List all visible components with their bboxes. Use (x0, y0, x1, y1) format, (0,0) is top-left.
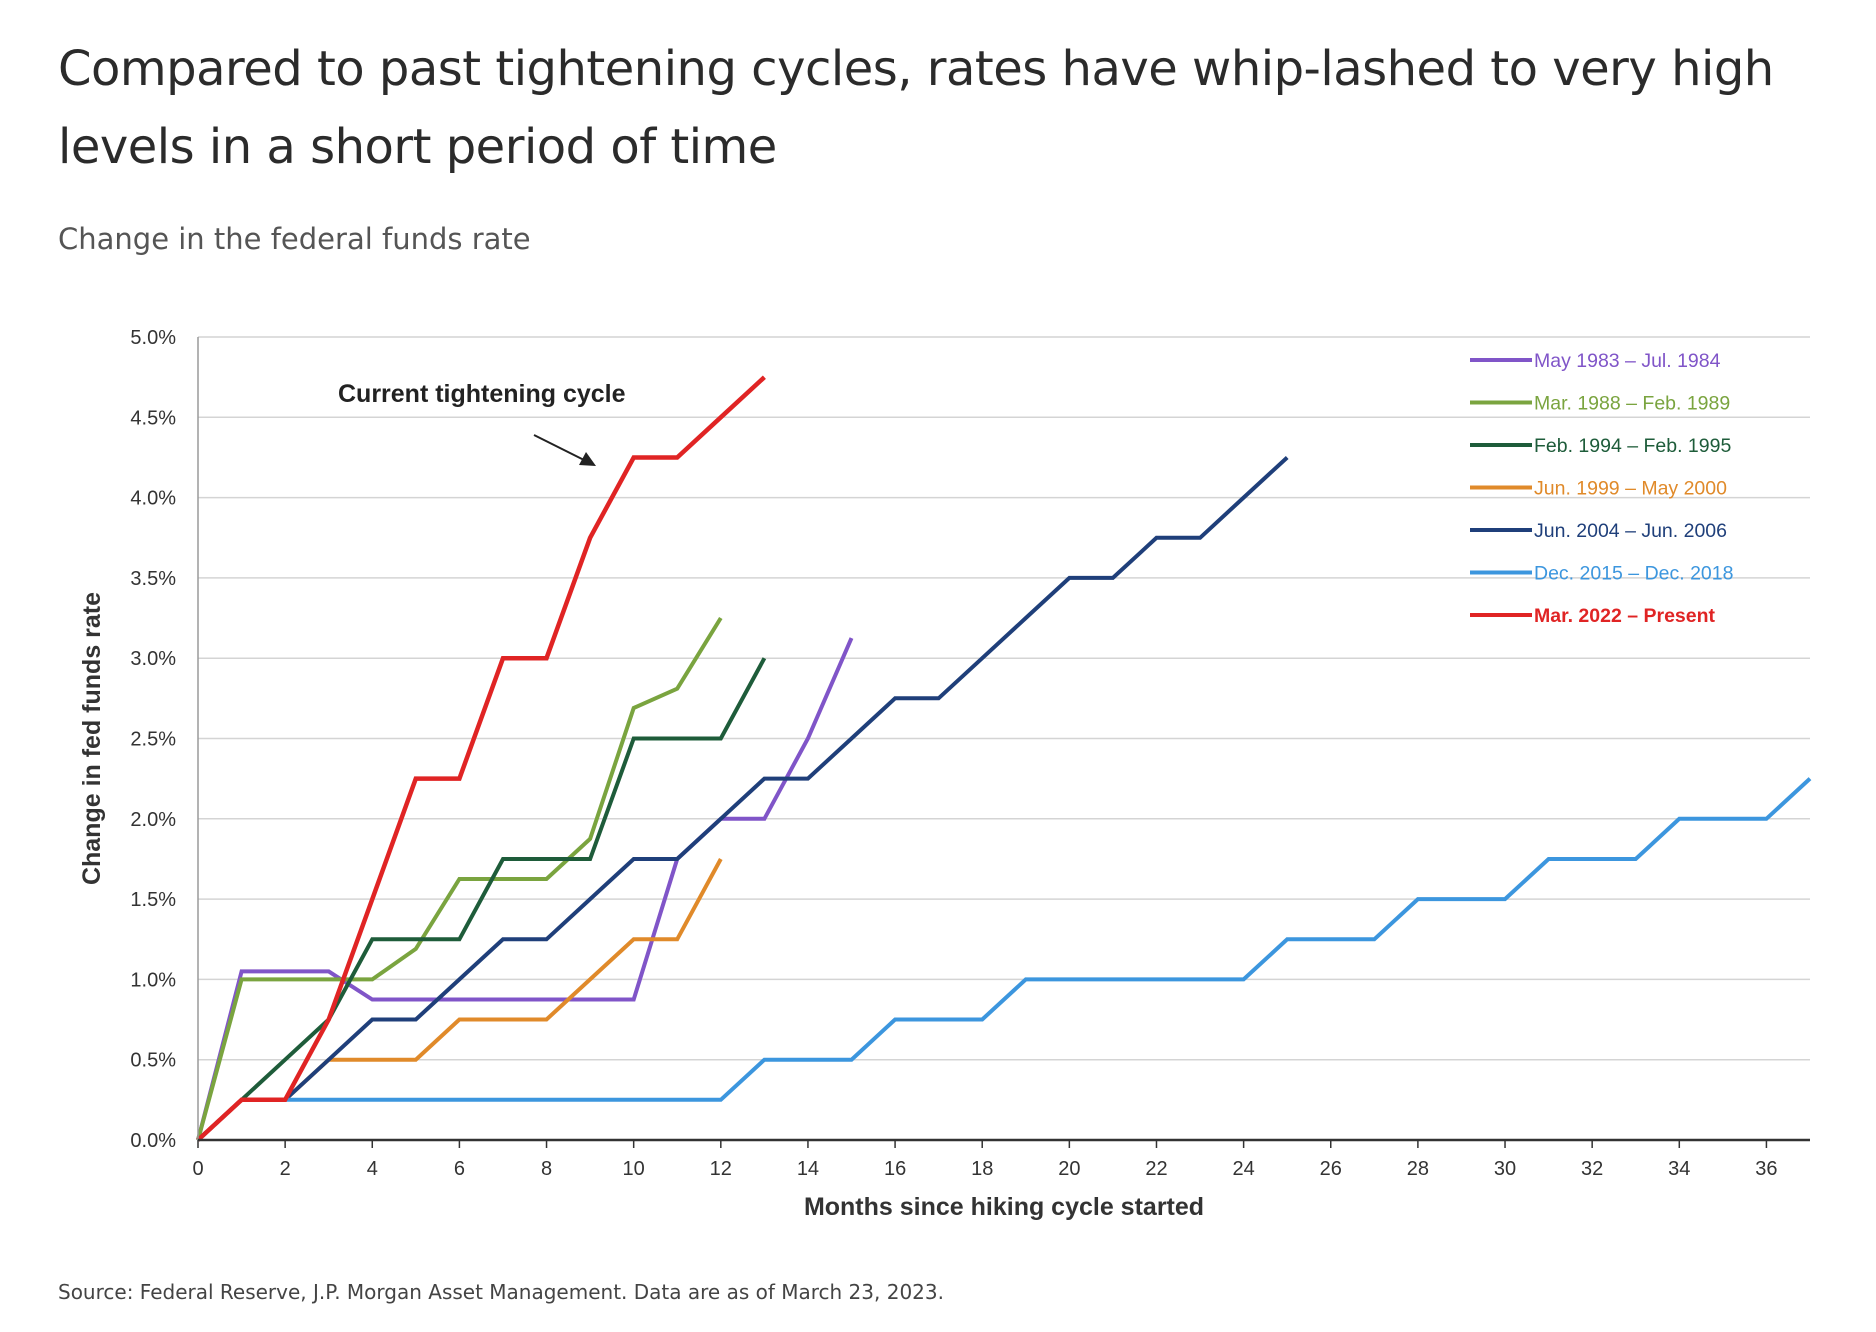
x-tick-label: 6 (454, 1158, 465, 1180)
x-tick-label: 32 (1581, 1158, 1603, 1180)
x-tick-label: 26 (1320, 1158, 1342, 1180)
x-tick-label: 22 (1145, 1158, 1167, 1180)
legend-label: May 1983 – Jul. 1984 (1534, 350, 1721, 372)
y-tick-label: 0.0% (130, 1130, 176, 1152)
legend-label: Feb. 1994 – Feb. 1995 (1534, 435, 1731, 457)
legend-label: Jun. 2004 – Jun. 2006 (1534, 520, 1727, 542)
x-tick-label: 34 (1668, 1158, 1690, 1180)
annotation-label: Current tightening cycle (338, 380, 626, 408)
gridlines (198, 336, 1810, 1061)
series-line-5 (196, 777, 1812, 1142)
y-axis-title: Change in fed funds rate (78, 592, 106, 885)
series-line-4 (196, 456, 1289, 1142)
x-tick-label: 14 (797, 1158, 819, 1180)
annotation-arrow (533, 434, 587, 462)
x-tick-label: 20 (1058, 1158, 1080, 1180)
x-tick-label: 0 (192, 1158, 203, 1180)
x-tick-label: 2 (280, 1158, 291, 1180)
annotation: Current tightening cycle (338, 380, 626, 466)
y-tick-label: 0.5% (130, 1050, 176, 1072)
x-tick-label: 12 (710, 1158, 732, 1180)
legend-label: Dec. 2015 – Dec. 2018 (1534, 563, 1733, 585)
x-tick-label: 10 (623, 1158, 645, 1180)
y-tick-label: 4.5% (130, 407, 176, 429)
x-tick-label: 28 (1407, 1158, 1429, 1180)
source-note: Source: Federal Reserve, J.P. Morgan Ass… (58, 1280, 944, 1304)
series-line-1 (196, 616, 723, 1141)
series-line-6 (196, 375, 766, 1142)
series-line-2 (196, 657, 767, 1142)
series-line-0 (196, 637, 854, 1141)
x-tick-label: 36 (1755, 1158, 1777, 1180)
chart-subtitle: Change in the federal funds rate (58, 222, 531, 256)
y-tick-label: 1.5% (130, 889, 176, 911)
annotation-arrowhead (579, 452, 596, 466)
y-tick-label: 4.0% (130, 488, 176, 510)
x-tick-label: 16 (884, 1158, 906, 1180)
legend-label: Mar. 1988 – Feb. 1989 (1534, 393, 1730, 415)
legend-label: Jun. 1999 – May 2000 (1534, 478, 1727, 500)
y-tick-label: 2.0% (130, 809, 176, 831)
legend-label: Mar. 2022 – Present (1534, 605, 1716, 627)
x-tick-label: 4 (367, 1158, 378, 1180)
chart-title: Compared to past tightening cycles, rate… (58, 41, 1774, 175)
x-tick-label: 24 (1232, 1158, 1254, 1180)
x-tick-label: 8 (541, 1158, 552, 1180)
y-tick-label: 3.0% (130, 648, 176, 670)
x-axis-title: Months since hiking cycle started (804, 1193, 1204, 1221)
y-tick-label: 2.5% (130, 729, 176, 751)
axes: 0.0% 0.5% 1.0% 1.5% 2.0% 2.5% 3.0% 3.5% 4.0% 4.5%… (78, 327, 1810, 1221)
y-tick-label: 5.0% (130, 327, 176, 349)
y-tick-label: 3.5% (130, 568, 176, 590)
y-tick-label: 1.0% (130, 969, 176, 991)
legend: May 1983 – Jul. 1984 Mar. 1988 – Feb. 198… (1470, 350, 1733, 627)
x-tick-label: 30 (1494, 1158, 1516, 1180)
series-lines (196, 375, 1812, 1142)
x-tick-label: 18 (971, 1158, 993, 1180)
